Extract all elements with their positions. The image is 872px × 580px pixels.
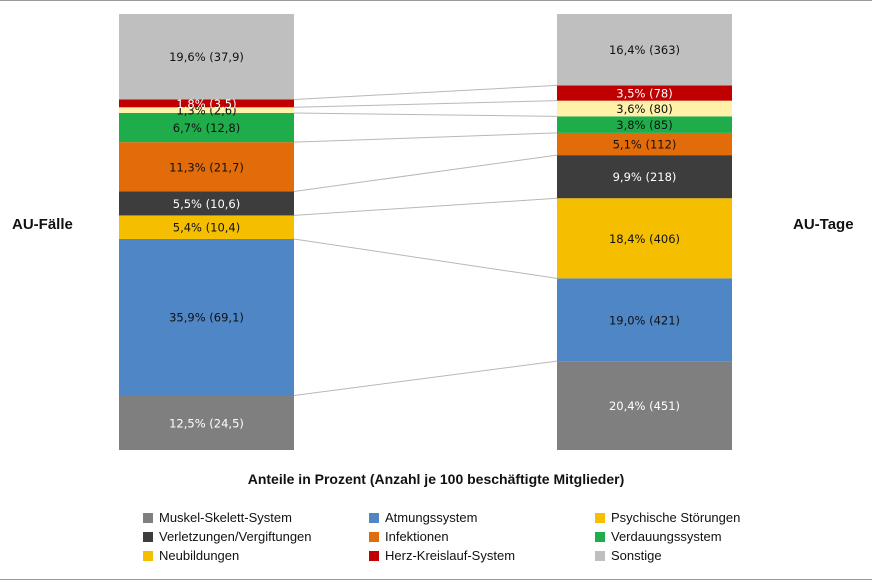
data-label: 35,9% (69,1) [169, 311, 244, 325]
bar-segment [557, 116, 732, 133]
legend-label: Atmungssystem [385, 510, 478, 525]
connector-line [293, 132, 558, 143]
legend-item: Verletzungen/Vergiftungen [143, 529, 312, 544]
legend-swatch [369, 531, 379, 542]
stacked-bar-chart: 12,5% (24,5) 35,9% (69,1) 5,4% (10,4) 5,5% … [119, 14, 732, 450]
bar-segment [557, 100, 732, 117]
legend-item: Neubildungen [143, 548, 239, 563]
data-label: 5,1% (112) [613, 138, 677, 152]
bar-segment [119, 14, 294, 100]
bar-segment [119, 99, 294, 108]
right-bar-label: AU-Tage [793, 216, 854, 233]
connector-line [293, 100, 558, 108]
data-label: 19,6% (37,9) [169, 50, 244, 64]
data-label: 9,9% (218) [613, 170, 677, 184]
legend-item: Infektionen [369, 529, 449, 544]
bar-segment [557, 198, 732, 279]
bar-segment [119, 112, 294, 143]
data-label: 1,8% (3,5) [176, 97, 236, 111]
connector-line [293, 112, 558, 117]
data-label: 1,3% (2,6) [176, 104, 236, 118]
bar-segment [119, 395, 294, 450]
data-label: 16,4% (363) [609, 43, 680, 57]
bar-segment [119, 107, 294, 113]
legend-label: Neubildungen [159, 548, 240, 563]
data-label: 6,7% (12,8) [173, 121, 240, 135]
connector-line [293, 154, 558, 192]
data-label: 3,6% (80) [616, 102, 672, 116]
bar-segment [557, 132, 732, 156]
data-label: 18,4% (406) [609, 232, 680, 246]
legend-label: Verdauungssystem [611, 529, 722, 544]
legend-swatch [369, 512, 379, 523]
axis-title: Anteile in Prozent (Anzahl je 100 beschä… [247, 471, 625, 487]
legend-item: Sonstige [595, 548, 662, 563]
data-label: 11,3% (21,7) [169, 160, 244, 174]
connector-line [293, 360, 558, 396]
bar-segment [557, 14, 732, 86]
bar-segment [557, 361, 732, 450]
legend-label: Verletzungen/Vergiftungen [159, 529, 312, 544]
bar-segment [119, 215, 294, 239]
legend-label: Psychische Störungen [611, 510, 741, 525]
bar-segment [557, 278, 732, 362]
bar-segment [557, 155, 732, 199]
data-label: 20,4% (451) [609, 399, 680, 413]
legend-swatch [369, 550, 379, 561]
legend-item: Muskel-Skelett-System [143, 510, 292, 525]
data-label: 5,4% (10,4) [173, 221, 240, 235]
legend-item: Verdauungssystem [595, 529, 722, 544]
bar-segment [557, 85, 732, 101]
connector-line [293, 84, 558, 100]
legend-label: Herz-Kreislauf-System [385, 548, 516, 563]
legend-swatch [595, 550, 605, 561]
legend-item: Psychische Störungen [595, 510, 740, 525]
connector-line [293, 197, 558, 216]
legend-item: Atmungssystem [369, 510, 477, 525]
legend-swatch [595, 531, 605, 542]
bar-segment [119, 191, 294, 216]
legend-swatch [143, 550, 153, 561]
connector-lines [293, 84, 558, 396]
data-label: 12,5% (24,5) [169, 416, 244, 430]
data-label: 19,0% (421) [609, 313, 680, 327]
top-border [0, 0, 872, 1]
legend-swatch [143, 531, 153, 542]
legend-swatch [595, 512, 605, 523]
bar-segment [119, 238, 294, 396]
legend-label: Muskel-Skelett-System [159, 510, 292, 525]
legend-item: Herz-Kreislauf-System [369, 548, 515, 563]
legend-label: Sonstige [611, 548, 662, 563]
left-bar-label: AU-Fälle [12, 216, 73, 233]
connector-line [293, 238, 558, 279]
data-label: 3,5% (78) [616, 87, 672, 101]
legend-label: Infektionen [385, 529, 449, 544]
data-label: 3,8% (85) [616, 118, 672, 132]
legend-swatch [143, 512, 153, 523]
bar-segment [119, 142, 294, 192]
data-label: 5,5% (10,6) [173, 197, 240, 211]
